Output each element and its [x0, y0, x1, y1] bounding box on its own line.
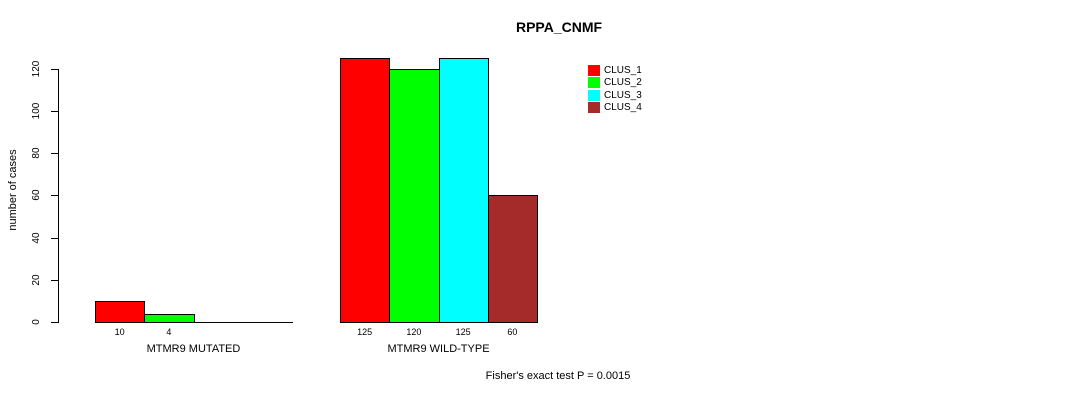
y-tick-label: 40	[31, 231, 42, 244]
bar-clus_1	[340, 57, 391, 323]
legend: CLUS_1 CLUS_2 CLUS_3 CLUS_4	[588, 65, 642, 115]
bar-clus_4	[487, 195, 538, 323]
chart-title: RPPA_CNMF	[515, 19, 603, 35]
y-axis-label: number of cases	[7, 149, 19, 231]
y-tick-label: 20	[31, 274, 42, 286]
y-tick	[51, 68, 59, 70]
y-tick-label: 0	[31, 319, 42, 325]
y-tick-label: 100	[31, 102, 42, 120]
y-tick	[51, 322, 59, 323]
legend-label: CLUS_3	[604, 89, 642, 101]
fisher-test-annotation: Fisher's exact test P = 0.0015	[485, 370, 631, 382]
bar-value-label: 125	[455, 327, 471, 337]
legend-swatch-icon	[588, 77, 600, 89]
y-tick	[51, 153, 59, 154]
legend-label: CLUS_4	[604, 102, 642, 114]
bar-value-label: 60	[507, 327, 518, 337]
legend-row: CLUS_1	[588, 65, 642, 76]
bar-value-label: 120	[406, 327, 422, 337]
y-tick-label: 60	[31, 189, 42, 201]
legend-swatch-icon	[588, 65, 600, 76]
bar-value-label: 10	[114, 327, 125, 337]
bar-clus_2	[389, 68, 440, 323]
legend-row: CLUS_3	[588, 89, 642, 101]
bar-clus_2	[144, 313, 195, 323]
bar-clus_3	[438, 57, 489, 323]
y-tick	[51, 110, 59, 112]
legend-label: CLUS_2	[604, 77, 642, 89]
y-tick-label: 80	[31, 147, 42, 159]
group-label: MTMR9 WILD-TYPE	[387, 343, 490, 355]
y-tick	[51, 237, 59, 239]
y-tick-label: 120	[31, 60, 42, 77]
bar-value-label: 125	[357, 327, 373, 337]
y-tick	[51, 279, 59, 281]
group-label: MTMR9 MUTATED	[146, 343, 241, 355]
bar-clus_1	[95, 300, 146, 323]
legend-swatch-icon	[588, 102, 600, 114]
legend-label: CLUS_1	[604, 65, 642, 76]
legend-row: CLUS_2	[588, 77, 642, 89]
bar-value-label: 4	[166, 327, 172, 337]
legend-swatch-icon	[588, 89, 600, 101]
y-tick	[51, 195, 59, 197]
legend-row: CLUS_4	[588, 102, 642, 114]
